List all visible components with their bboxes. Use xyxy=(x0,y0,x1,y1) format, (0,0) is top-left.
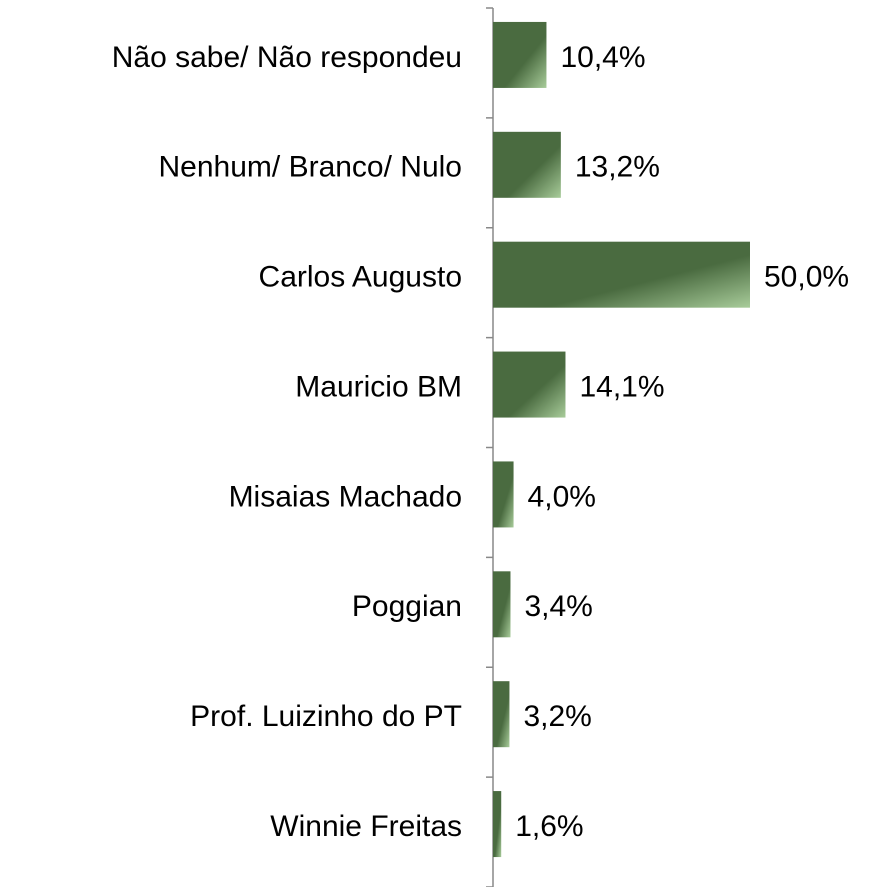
category-label: Nenhum/ Branco/ Nulo xyxy=(159,151,463,184)
category-label: Winnie Freitas xyxy=(270,810,462,843)
value-label: 13,2% xyxy=(575,151,660,184)
value-label: 3,4% xyxy=(524,590,592,623)
category-label: Carlos Augusto xyxy=(259,261,462,294)
category-label: Prof. Luizinho do PT xyxy=(190,700,462,733)
category-label: Poggian xyxy=(352,590,462,623)
value-label: 10,4% xyxy=(560,41,645,74)
bar xyxy=(493,681,510,748)
bar xyxy=(493,571,511,638)
value-label: 4,0% xyxy=(528,480,596,513)
category-label: Não sabe/ Não respondeu xyxy=(112,41,462,74)
value-label: 50,0% xyxy=(764,261,849,294)
bar xyxy=(493,351,566,418)
bar xyxy=(493,131,561,198)
bar xyxy=(493,241,750,308)
value-label: 1,6% xyxy=(515,810,583,843)
bar xyxy=(493,461,514,528)
value-label: 3,2% xyxy=(523,700,591,733)
bar xyxy=(493,21,547,88)
value-label: 14,1% xyxy=(579,370,664,403)
bar xyxy=(493,791,502,858)
category-label: Mauricio BM xyxy=(295,370,462,403)
category-label: Misaias Machado xyxy=(229,480,462,513)
